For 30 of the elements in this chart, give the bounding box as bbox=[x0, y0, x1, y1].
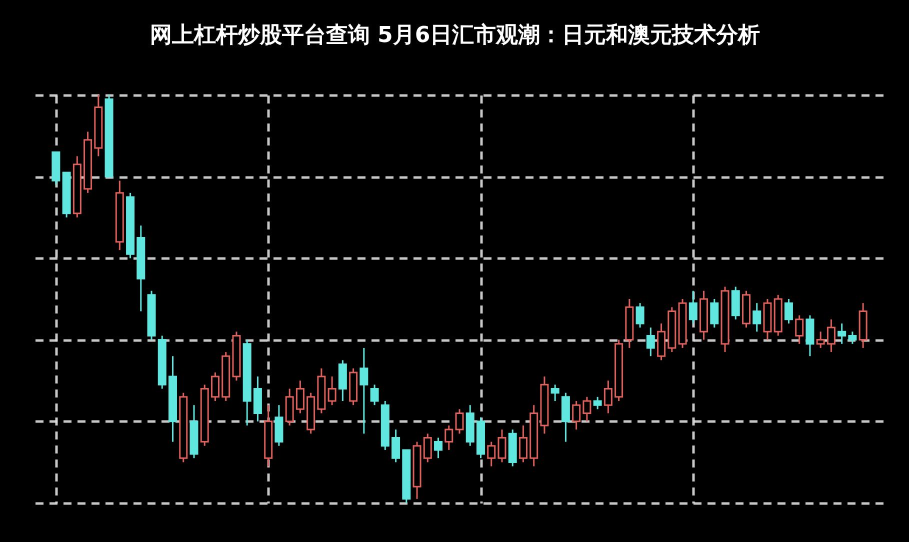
chart-title: 网上杠杆炒股平台查询 5月6日汇市观潮：日元和澳元技术分析 bbox=[150, 22, 760, 48]
candlestick bbox=[360, 347, 368, 434]
candlestick bbox=[518, 424, 528, 463]
candlestick bbox=[296, 380, 304, 414]
candlestick bbox=[572, 400, 581, 430]
candlestick bbox=[328, 376, 336, 406]
candlestick bbox=[434, 436, 443, 459]
candlestick bbox=[370, 384, 379, 406]
candlestick bbox=[838, 322, 846, 345]
candlestick bbox=[784, 298, 793, 324]
candlestick bbox=[752, 302, 762, 332]
candlestick bbox=[210, 372, 220, 402]
candlestick bbox=[455, 408, 464, 434]
candlestick bbox=[487, 441, 496, 468]
candlestick bbox=[550, 384, 560, 402]
candlestick bbox=[795, 314, 804, 345]
candlestick bbox=[423, 432, 432, 463]
candlestick bbox=[604, 380, 612, 414]
candlestick bbox=[498, 428, 506, 463]
candlestick bbox=[688, 290, 698, 324]
candlestick bbox=[848, 330, 857, 345]
candlestick bbox=[444, 424, 454, 451]
candlestick bbox=[646, 326, 655, 357]
candlestick bbox=[593, 396, 602, 410]
candlestick bbox=[636, 302, 644, 328]
candlestick bbox=[826, 318, 836, 353]
candlestick bbox=[710, 298, 719, 328]
candlestick bbox=[582, 396, 592, 422]
candlestick bbox=[816, 330, 825, 349]
candlestick bbox=[392, 428, 400, 463]
